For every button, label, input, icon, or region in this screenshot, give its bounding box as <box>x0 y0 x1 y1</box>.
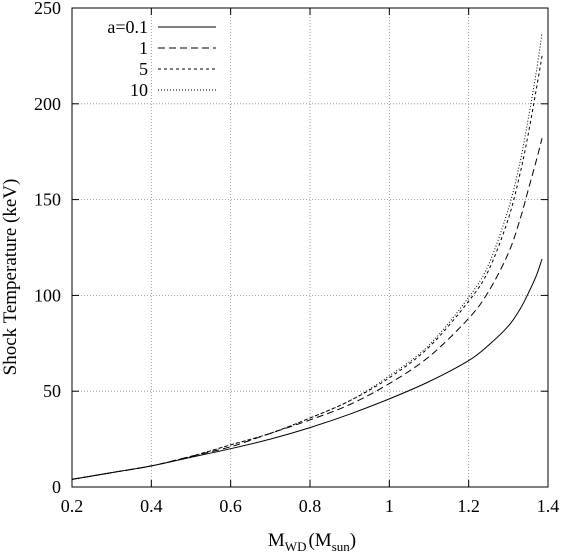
series-line-3 <box>71 32 543 480</box>
x-tick-label: 0.2 <box>61 496 84 516</box>
x-axis-label-paren-open: (M <box>308 530 331 551</box>
x-tick-label: 0.6 <box>219 496 242 516</box>
legend-label: 5 <box>139 59 148 79</box>
series-line-0 <box>71 258 543 480</box>
x-axis-label-paren-close: ) <box>350 530 356 551</box>
grid-lines <box>72 8 548 487</box>
legend-label: a=0.1 <box>107 17 148 37</box>
y-tick-label: 0 <box>52 477 61 497</box>
legend-label: 10 <box>130 80 148 100</box>
series-lines <box>71 32 543 480</box>
x-tick-label: 1.4 <box>537 496 560 516</box>
x-axis-label-main-sub: WD <box>285 539 307 552</box>
x-tick-label: 0.4 <box>140 496 163 516</box>
y-tick-label: 50 <box>43 381 61 401</box>
x-axis-label-paren-sub: sun <box>332 539 351 552</box>
y-tick-labels: 0 50 100 150 200 250 <box>34 0 61 497</box>
x-tick-label: 1 <box>385 496 394 516</box>
x-axis-label-main: M <box>268 530 285 551</box>
y-tick-label: 250 <box>34 0 61 18</box>
y-tick-label: 150 <box>34 190 61 210</box>
legend-label: 1 <box>139 38 148 58</box>
y-tick-label: 100 <box>34 285 61 305</box>
y-tick-label: 200 <box>34 94 61 114</box>
y-axis-label: Shock Temperature (keV) <box>0 179 21 376</box>
axis-ticks <box>71 7 549 488</box>
x-tick-label: 0.8 <box>299 496 322 516</box>
x-axis-label: MWD (Msun) <box>268 530 356 552</box>
series-line-1 <box>71 138 543 480</box>
x-tick-label: 1.2 <box>457 496 480 516</box>
series-line-2 <box>71 55 543 480</box>
x-tick-labels: 0.2 0.4 0.6 0.8 1 1.2 1.4 <box>61 496 560 516</box>
